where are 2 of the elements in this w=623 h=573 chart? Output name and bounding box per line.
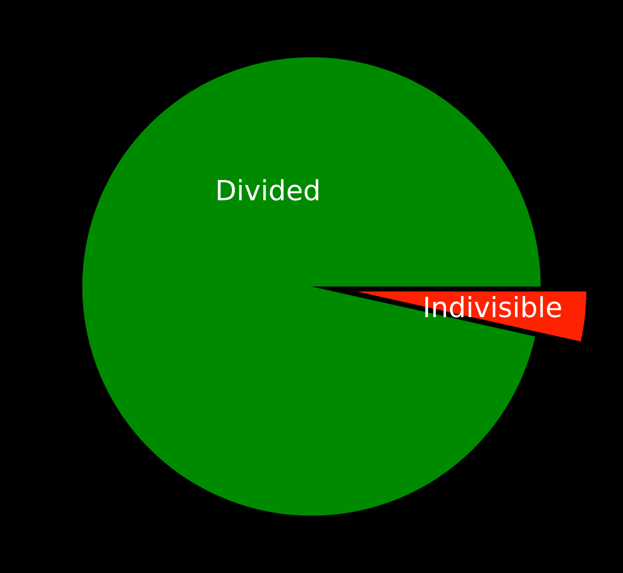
slice-label: Divided	[218, 179, 318, 201]
slice-label: Indivisible	[425, 296, 562, 318]
